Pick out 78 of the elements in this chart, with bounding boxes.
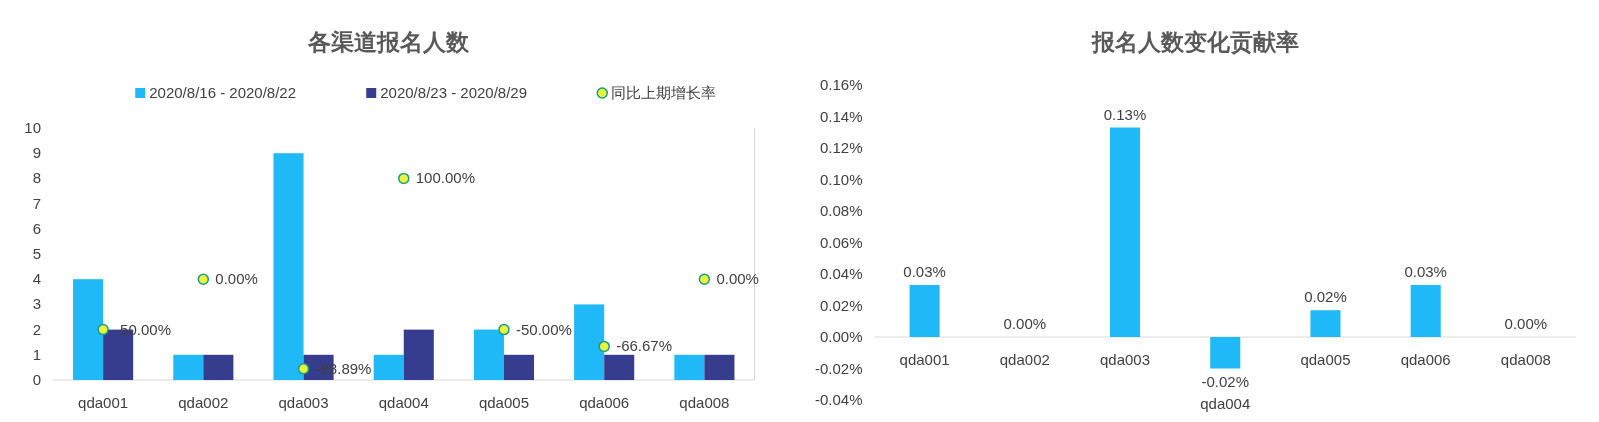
data-label: 0.02% <box>1304 288 1347 306</box>
x-tick-label: qda008 <box>1500 351 1551 368</box>
point <box>498 323 510 336</box>
x-tick-label: qda004 <box>378 394 429 411</box>
chart-title: 报名人数变化贡献率 <box>1090 29 1299 55</box>
point <box>398 172 410 185</box>
y-tick-label: 8 <box>32 169 41 187</box>
x-tick-label: qda005 <box>478 394 529 411</box>
x-tick-label: qda006 <box>579 394 630 411</box>
y-tick-label: 0.04% <box>819 265 863 282</box>
bar <box>674 354 705 380</box>
y-tick-label: 2 <box>32 320 41 338</box>
x-tick-label: qda006 <box>1400 351 1451 368</box>
data-label: 0.03% <box>1404 263 1447 281</box>
x-tick-label: qda005 <box>1300 351 1351 368</box>
legend-label: 2020/8/23 - 2020/8/29 <box>380 84 528 101</box>
bar <box>503 354 535 380</box>
bar <box>1410 285 1441 337</box>
bar <box>403 329 434 380</box>
data-label: 0.13% <box>1103 105 1147 123</box>
y-tick-label: 0.10% <box>819 170 863 188</box>
x-tick-label: qda002 <box>999 351 1050 368</box>
y-tick-label: -0.04% <box>814 391 863 408</box>
data-label: 100.00% <box>415 169 475 187</box>
y-tick-label: 0.08% <box>819 202 863 219</box>
x-tick-label: qda003 <box>1100 351 1151 368</box>
bar <box>73 279 104 380</box>
data-label: -50.00% <box>515 320 572 338</box>
bar <box>203 354 234 380</box>
bar <box>273 153 304 380</box>
bar <box>373 354 404 380</box>
y-tick-label: 9 <box>32 144 41 162</box>
bar <box>473 329 504 380</box>
point <box>297 363 310 375</box>
point <box>598 340 610 353</box>
data-label: 0.03% <box>903 263 946 281</box>
x-tick-label: qda003 <box>278 394 329 411</box>
chart-title: 各渠道报名人数 <box>307 29 471 55</box>
y-tick-label: 0.12% <box>819 139 863 156</box>
y-tick-label: 6 <box>32 219 41 237</box>
x-tick-label: qda008 <box>679 394 730 411</box>
data-label: -0.02% <box>1201 372 1250 390</box>
point <box>698 273 711 285</box>
data-label: -66.67% <box>616 337 673 355</box>
legend-label: 同比上期增长率 <box>611 84 717 101</box>
y-tick-label: 4 <box>32 270 41 288</box>
bar <box>604 354 635 380</box>
x-tick-label: qda001 <box>78 394 129 411</box>
y-tick-label: 0.16% <box>819 76 863 93</box>
data-label: -50.00% <box>115 320 171 338</box>
bar <box>1310 310 1341 337</box>
x-tick-label: qda001 <box>899 351 950 368</box>
y-tick-label: 10 <box>24 119 41 136</box>
bar <box>704 354 735 380</box>
point <box>197 273 210 285</box>
bar <box>173 354 204 380</box>
bar <box>1110 127 1141 337</box>
data-label: 0.00% <box>1003 315 1047 332</box>
y-tick-label: 1 <box>32 345 41 363</box>
legend-label: 2020/8/16 - 2020/8/22 <box>149 84 297 101</box>
y-tick-label: 3 <box>32 295 41 313</box>
data-label: 0.00% <box>215 270 258 288</box>
y-tick-label: 0.14% <box>819 107 863 125</box>
y-tick-label: 0.02% <box>819 296 863 314</box>
bar <box>909 285 940 337</box>
x-tick-label: qda004 <box>1200 394 1251 412</box>
bar <box>1210 337 1241 369</box>
data-label: 0.00% <box>716 270 759 288</box>
y-tick-label: 7 <box>32 194 41 212</box>
bar <box>574 304 605 380</box>
point <box>97 323 109 336</box>
y-tick-label: 5 <box>32 245 41 262</box>
x-tick-label: qda002 <box>178 394 229 411</box>
data-label: 0.00% <box>1504 315 1548 332</box>
y-tick-label: 0.00% <box>819 328 863 345</box>
y-tick-label: 0 <box>32 371 41 388</box>
y-tick-label: -0.02% <box>814 359 863 377</box>
y-tick-label: 0.06% <box>819 233 863 251</box>
